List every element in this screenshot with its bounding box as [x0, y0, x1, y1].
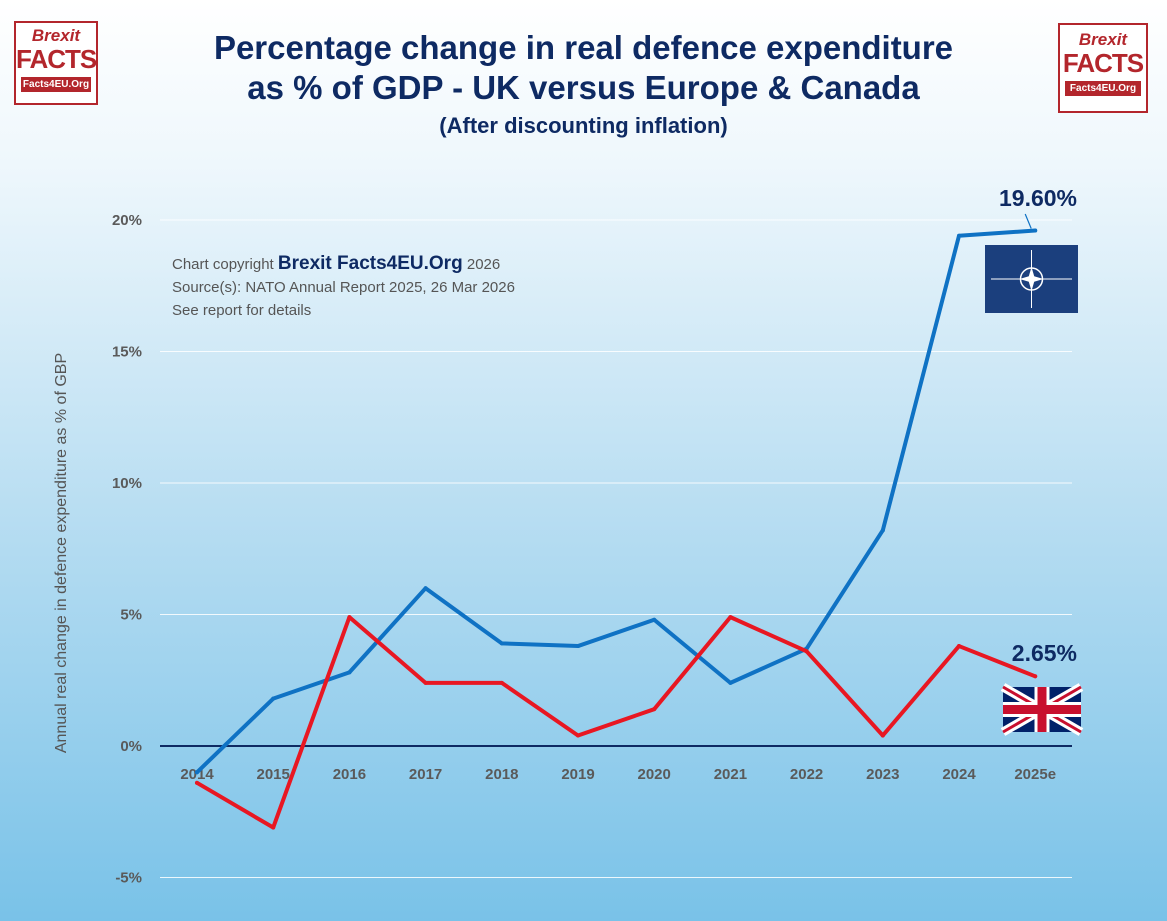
- series-lines: [195, 228, 1038, 830]
- uk-series-line: [195, 615, 1038, 830]
- nato-end-value-label: 19.60%: [999, 185, 1077, 211]
- y-tick-label: 15%: [112, 344, 142, 361]
- uk-data-point: [880, 733, 885, 738]
- gridlines: [160, 219, 1072, 878]
- x-tick-label: 2023: [866, 766, 899, 783]
- uk-data-point: [652, 707, 657, 712]
- x-tick-label: 2017: [409, 766, 442, 783]
- source-line: Source(s): NATO Annual Report 2025, 26 M…: [172, 279, 515, 296]
- x-axis-ticks: 2014 2015 2016 2017 2018 2019 2020 2021 2022 2023…: [180, 766, 1056, 783]
- y-axis-ticks: -5% 0% 5% 10% 15% 20%: [112, 212, 142, 887]
- x-tick-label: 2021: [714, 766, 747, 783]
- uk-data-point: [728, 615, 733, 620]
- nato-flag-icon: [985, 245, 1078, 313]
- x-tick-label: 2019: [561, 766, 594, 783]
- nato-data-point: [957, 233, 961, 238]
- title-line-1: Percentage change in real defence expend…: [213, 29, 954, 66]
- y-tick-label: 5%: [120, 607, 142, 624]
- nato-data-point: [271, 696, 276, 701]
- x-tick-label: 2024: [942, 766, 976, 783]
- uk-data-point: [1033, 674, 1038, 679]
- nato-data-point: [728, 680, 733, 685]
- uk-data-point: [195, 780, 199, 785]
- legend-flags: [985, 245, 1084, 736]
- y-tick-label: 20%: [112, 212, 142, 229]
- uk-data-point: [423, 680, 428, 685]
- y-tick-label: 10%: [112, 475, 142, 492]
- copyright-line: Chart copyright Brexit Facts4EU.Org 2026: [172, 253, 501, 274]
- nato-data-point: [880, 528, 885, 533]
- chart-credit: Chart copyright Brexit Facts4EU.Org 2026…: [172, 252, 515, 322]
- uk-data-point: [576, 733, 580, 738]
- x-tick-label: 2020: [638, 766, 671, 783]
- uk-data-point: [957, 644, 961, 649]
- end-labels: 19.60% 2.65%: [999, 185, 1077, 666]
- uk-end-value-label: 2.65%: [1012, 640, 1077, 666]
- nato-data-point: [423, 586, 428, 591]
- brexit-facts-logo-right: Brexit FACTS Facts4EU.Org: [1058, 23, 1148, 113]
- nato-data-point: [195, 770, 199, 775]
- uk-data-point: [499, 680, 504, 685]
- x-tick-label: 2014: [180, 766, 214, 783]
- credit-brand: Brexit Facts4EU.Org: [277, 253, 463, 274]
- nato-data-point: [347, 670, 352, 675]
- subtitle: (After discounting inflation): [439, 113, 728, 139]
- title-line-2: as % of GDP - UK versus Europe & Canada: [247, 68, 920, 106]
- x-tick-label: 2025e: [1014, 766, 1056, 783]
- chart-title: Percentage change in real defence expend…: [0, 28, 1167, 140]
- brexit-facts-logo-left: Brexit FACTS Facts4EU.Org: [14, 21, 98, 105]
- nato-series-line: [195, 228, 1038, 775]
- uk-flag-icon: [1000, 683, 1084, 736]
- uk-data-point: [347, 615, 352, 620]
- nato-data-point: [652, 617, 657, 622]
- uk-data-point: [804, 649, 809, 654]
- uk-data-point: [271, 825, 276, 830]
- nato-data-point: [1033, 228, 1038, 233]
- y-tick-label: 0%: [120, 738, 142, 755]
- x-tick-label: 2018: [485, 766, 518, 783]
- nato-data-point: [576, 644, 580, 649]
- note-line: See report for details: [172, 302, 312, 319]
- nato-data-point: [499, 641, 504, 646]
- x-tick-label: 2015: [257, 766, 290, 783]
- x-tick-label: 2022: [790, 766, 823, 783]
- y-tick-label: -5%: [115, 870, 142, 887]
- nato-label-leader: [1024, 213, 1032, 229]
- x-tick-label: 2016: [333, 766, 366, 783]
